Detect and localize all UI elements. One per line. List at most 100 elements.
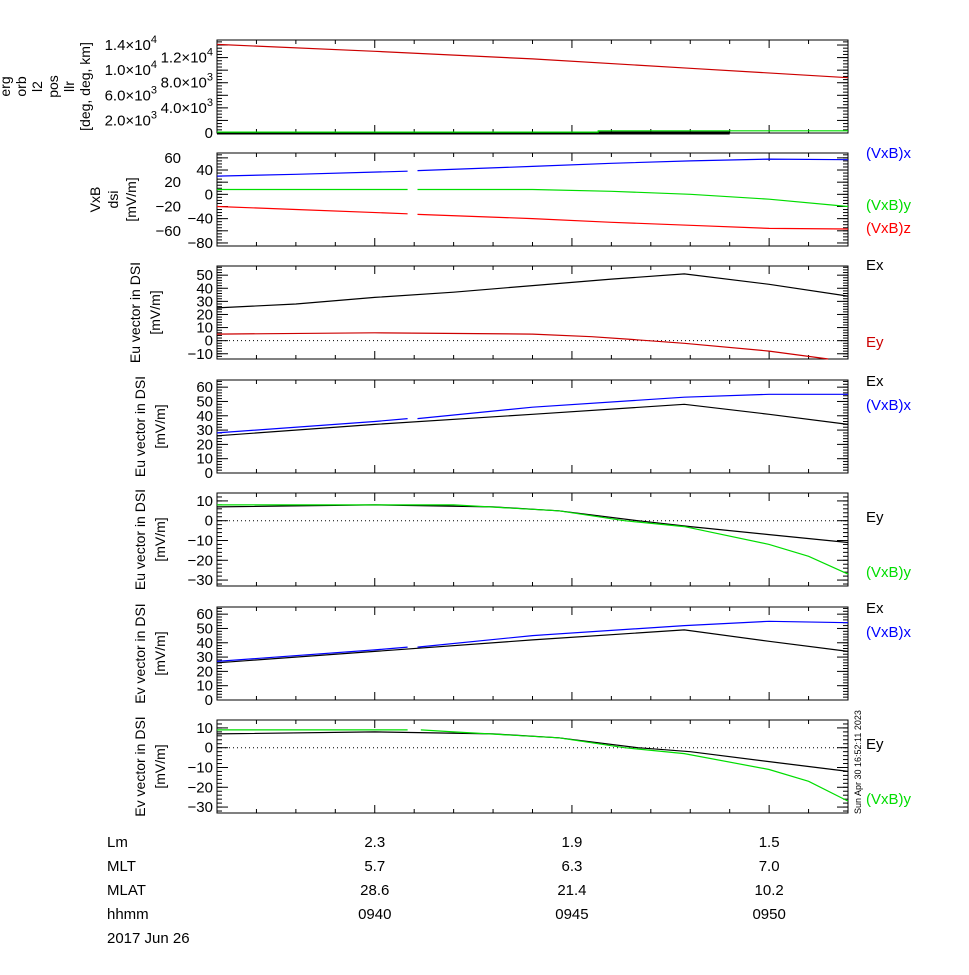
y-axis-label: dsi: [105, 191, 121, 209]
y-axis-label: [mV/m]: [152, 517, 168, 561]
annotation-value: 7.0: [759, 858, 780, 875]
y-tick-label: 40: [196, 635, 213, 652]
legend-label: Ex: [866, 257, 884, 274]
y-tick-label: 10: [196, 320, 213, 337]
y-tick-label: 50: [196, 393, 213, 410]
series-line-vxbx: [216, 170, 408, 177]
legend-label: (VxB)x: [866, 145, 912, 162]
y-tick-label: 0: [205, 740, 213, 757]
series-line-ey: [216, 504, 849, 544]
annotation-value: 2.3: [364, 834, 385, 851]
y-axis-label: Ev vector in DSI: [132, 603, 148, 703]
y-tick-label: 10: [196, 678, 213, 695]
panel-5: −30 −20 −10 0 10 Eu vector in DSI [mV/m] Ey (VxB…: [132, 489, 912, 590]
y-axis-label: pos: [45, 75, 61, 98]
y-tick-label: 0: [205, 465, 213, 482]
date-label: 2017 Jun 26: [107, 930, 190, 947]
legend-label: (VxB)y: [866, 197, 912, 214]
legend-label: Ex: [866, 373, 884, 390]
y-tick-label: −30: [188, 799, 213, 816]
series-line-vxbx: [417, 158, 849, 172]
annotation-value: 0950: [752, 906, 785, 923]
annotation-row-label: hhmm: [107, 906, 149, 923]
legend-label: (VxB)y: [866, 564, 912, 581]
y-tick-label: 60: [164, 150, 181, 167]
annotation-row-label: MLT: [107, 858, 136, 875]
time-annotations: Lm 2.3 1.9 1.5 MLT 5.7 6.3 7.0 MLAT 28.6 21.4 10.2 h…: [107, 834, 786, 947]
y-tick-label: 30: [196, 649, 213, 666]
legend-label: Ey: [866, 334, 884, 351]
panel-2: −80 −60 −40 −20 0 20 40 60 VxB dsi [mV/m] (VxB)x (Vx…: [87, 145, 912, 252]
y-axis-label: Eu vector in DSI: [127, 262, 143, 363]
plot-frame: [216, 39, 849, 134]
y-axis-label: llr: [61, 81, 77, 92]
series-line-vxby: [417, 188, 849, 208]
annotation-value: 10.2: [755, 882, 784, 899]
y-tick-label: 30: [196, 293, 213, 310]
series-line-vxbx: [216, 646, 408, 662]
plot-frame: [216, 492, 849, 587]
y-axis-label: [deg, deg, km]: [77, 42, 93, 131]
legend-label: Ex: [866, 600, 884, 617]
y-tick-label: 1.0×104: [105, 59, 157, 79]
y-tick-label: 0: [205, 186, 213, 203]
y-axis-label: Eu vector in DSI: [132, 489, 148, 590]
y-tick-label: 10: [196, 720, 213, 737]
legend-label: (VxB)y: [866, 791, 912, 808]
y-tick-label: 50: [196, 267, 213, 284]
y-tick-label: 40: [196, 162, 213, 179]
y-tick-label: −10: [188, 346, 213, 363]
y-tick-label: 40: [196, 280, 213, 297]
annotation-value: 6.3: [562, 858, 583, 875]
y-tick-label: 40: [196, 408, 213, 425]
y-tick-label: 60: [196, 606, 213, 623]
y-tick-label: 0: [205, 513, 213, 530]
plot-frame: [216, 606, 849, 701]
legend-label: Ey: [866, 509, 884, 526]
annotation-row-label: Lm: [107, 834, 128, 851]
y-tick-label: 30: [196, 422, 213, 439]
series-line-vxbz: [216, 205, 408, 215]
y-axis-label: l2: [29, 81, 45, 92]
series-line-vxby: [420, 729, 849, 802]
series-line-vxby: [217, 504, 849, 575]
annotation-value: 5.7: [364, 858, 385, 875]
series-line-ex: [216, 403, 849, 437]
series-line-vxbx: [417, 393, 848, 420]
y-tick-label: −20: [188, 779, 213, 796]
y-tick-label: −80: [188, 235, 213, 252]
annotation-value: 1.5: [759, 834, 780, 851]
y-axis-label: [mV/m]: [123, 177, 139, 221]
y-tick-label: −10: [188, 532, 213, 549]
y-tick-label: 20: [164, 174, 181, 191]
series-line-vxbx: [417, 620, 849, 648]
y-axis-label: VxB: [87, 187, 103, 213]
annotation-value: 21.4: [557, 882, 586, 899]
legend-label: Ey: [866, 736, 884, 753]
y-tick-label: 20: [196, 663, 213, 680]
y-tick-label: −20: [156, 198, 181, 215]
y-tick-label: 0: [205, 692, 213, 709]
legend-label: (VxB)x: [866, 624, 912, 641]
y-tick-label: 20: [196, 436, 213, 453]
y-axis-label: orb: [13, 76, 29, 96]
y-axis-label: [mV/m]: [152, 744, 168, 788]
y-tick-label: −10: [188, 759, 213, 776]
legend-label: (VxB)z: [866, 220, 911, 237]
series-line-ex: [216, 629, 849, 664]
y-tick-label: 8.0×103: [161, 72, 213, 92]
y-tick-label: 2.0×103: [105, 109, 157, 129]
y-tick-label: 50: [196, 620, 213, 637]
y-tick-label: 1.2×104: [161, 47, 213, 67]
y-tick-label: 1.4×104: [105, 34, 157, 54]
y-axis-label: Ev vector in DSI: [132, 716, 148, 816]
annotation-value: 28.6: [360, 882, 389, 899]
y-tick-label: −40: [188, 211, 213, 228]
panel-7: −30 −20 −10 0 10 Ev vector in DSI [mV/m] Ey (VxB…: [132, 716, 912, 816]
creation-timestamp: Sun Apr 30 16:52:11 2023: [853, 710, 863, 814]
